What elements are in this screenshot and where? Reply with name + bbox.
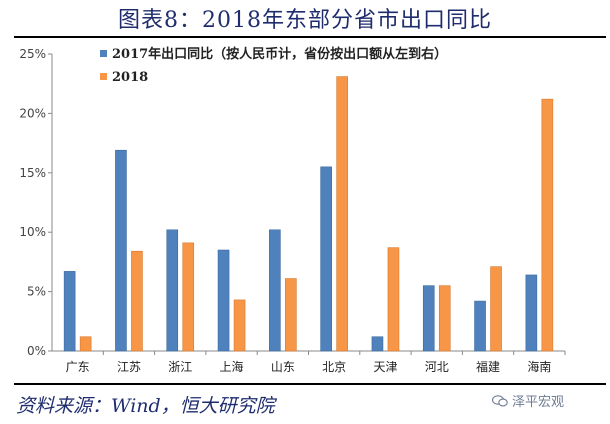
bar-2017 [525,274,538,352]
bar-2018 [285,278,297,352]
chart-legend: 2017年出口同比（按人民币计，省份按出口额从左到右） 2018 [100,46,447,85]
watermark-label: 泽平宏观 [511,395,564,410]
y-tick-label: 25% [19,47,46,61]
chart-bars [63,76,554,352]
watermark: 泽平宏观 [491,391,564,410]
bar-2018 [387,247,400,352]
bar-2018 [336,76,348,352]
bar-2017 [474,300,486,352]
bar-2018 [182,242,195,352]
bar-2018 [131,250,143,352]
legend-label-2018: 2018 [112,70,148,85]
wechat-icon [491,394,508,406]
legend-swatch-2018 [100,73,107,80]
bar-2017 [166,229,179,352]
bar-2017 [422,285,435,352]
x-tick-label: 北京 [322,360,346,374]
bar-2017 [269,229,281,352]
x-tick-label: 天津 [373,360,397,374]
bar-2018 [233,299,246,352]
legend-swatch-2017 [100,50,107,57]
title-divider [14,36,606,38]
bar-2017 [371,336,384,352]
bar-2018 [438,285,451,352]
x-tick-label: 上海 [220,359,244,374]
bar-2017 [320,166,332,352]
x-tick-label: 海南 [527,359,551,374]
bar-2017 [217,249,230,352]
y-tick-label: 10% [19,225,46,239]
source-note: 资料来源：Wind，恒大研究院 [16,395,275,417]
legend-label-2017: 2017年出口同比（按人民币计，省份按出口额从左到右） [112,46,447,62]
bar-2018 [541,98,554,352]
y-tick-label: 0% [27,344,46,358]
y-tick-label: 15% [19,166,46,180]
x-tick-label: 河北 [425,360,449,374]
x-tick-label: 福建 [476,359,500,374]
x-tick-label: 浙江 [168,360,192,374]
x-tick-label: 山东 [271,360,295,374]
bar-2018 [79,336,92,352]
y-tick-label: 5% [27,285,46,299]
x-tick-label: 广东 [66,360,90,374]
footer-divider [14,383,606,385]
x-tick-label: 江苏 [117,360,141,374]
bar-2017 [63,271,76,352]
bar-2018 [490,266,502,352]
y-tick-label: 20% [19,106,46,120]
bar-2017 [115,149,127,352]
figure-title: 图表8：2018年东部分省市出口同比 [118,8,492,33]
